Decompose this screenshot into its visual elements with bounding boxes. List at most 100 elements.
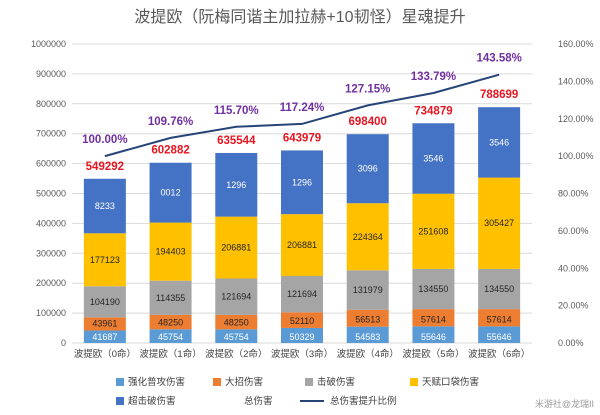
- bar-segment: [346, 203, 389, 271]
- x-tick-label: 波提欧（0命）: [74, 348, 136, 360]
- bar-segment: [83, 330, 126, 343]
- total-label: 602882: [151, 145, 189, 157]
- bar-segment: [346, 134, 389, 204]
- y-axis-left: 0 100000 200000 300000 400000 500000 600000 700…: [31, 39, 66, 348]
- bar-segment: [281, 312, 323, 328]
- segment-label: 45754: [158, 332, 183, 342]
- x-axis: 波提欧（0命） 波提欧（1命） 波提欧（2命） 波提欧（3命） 波提欧（4命） 波提欧（5…: [74, 348, 531, 360]
- segment-label: 43961: [92, 319, 117, 329]
- legend-swatch: [305, 378, 313, 386]
- legend-item: 总伤害提升比例: [300, 395, 397, 407]
- ratio-label: 117.24%: [280, 102, 325, 114]
- bar-segment: [478, 309, 521, 327]
- segment-label: 50329: [289, 332, 314, 342]
- bar-segment: [281, 275, 323, 313]
- y-tick-label: 100000: [36, 308, 66, 318]
- y-axis-right: 0.00% 20.00% 40.00% 60.00% 80.00% 100.00% 120.…: [558, 39, 594, 348]
- total-label: 788699: [480, 89, 518, 101]
- y-tick-label: 900000: [36, 69, 66, 79]
- segment-label: 57614: [487, 314, 512, 324]
- y-tick-label: 400000: [36, 218, 66, 228]
- legend-label: 天赋口袋伤害: [422, 376, 479, 388]
- legend-swatch: [410, 378, 418, 386]
- legend-label: 总伤害提升比例: [330, 395, 397, 407]
- legend-item: 大招伤害: [213, 376, 263, 388]
- segment-label: 3096: [358, 164, 378, 174]
- segment-label: 114355: [156, 293, 185, 303]
- labels: 41687 43961 104190 177123 8233 549292 45754 482…: [82, 53, 522, 342]
- bar-segment: [215, 329, 258, 343]
- y-tick-label: 0: [61, 338, 66, 348]
- ratio-label: 143.58%: [476, 53, 521, 65]
- y2-tick-label: 40.00%: [558, 263, 589, 273]
- bar-segment: [281, 214, 323, 276]
- y2-tick-label: 20.00%: [558, 301, 589, 311]
- total-label: 698400: [349, 116, 387, 128]
- legend-label: 击破伤害: [317, 376, 355, 388]
- ratio-label: 100.00%: [82, 134, 127, 146]
- y2-tick-label: 0.00%: [558, 338, 584, 348]
- y-tick-label: 600000: [36, 159, 66, 169]
- segment-label: 121694: [287, 289, 317, 299]
- bar-segment: [478, 107, 521, 178]
- bar-segment: [412, 193, 455, 269]
- legend-label: 总伤害: [244, 395, 273, 407]
- y2-tick-label: 60.00%: [558, 226, 589, 236]
- segment-label: 56513: [355, 315, 380, 325]
- bars: [83, 107, 521, 343]
- segment-label: 177123: [90, 255, 120, 265]
- segment-label: 55646: [487, 332, 512, 342]
- segment-label: 194403: [156, 247, 186, 257]
- segment-label: 206881: [221, 243, 251, 253]
- segment-label: 0012: [161, 188, 181, 198]
- ratio-polyline: [104, 73, 500, 158]
- segment-label: 48250: [224, 317, 249, 327]
- x-tick-label: 波提欧（6命）: [468, 348, 530, 360]
- segment-label: 1296: [226, 180, 246, 190]
- y2-tick-label: 120.00%: [558, 114, 594, 124]
- bar-segment: [412, 326, 455, 343]
- y-tick-label: 800000: [36, 99, 66, 109]
- bar-segment: [149, 314, 192, 330]
- ratio-label: 115.70%: [214, 105, 259, 117]
- segment-label: 8233: [95, 201, 115, 211]
- bar-segment: [346, 309, 389, 327]
- segment-label: 48250: [158, 317, 183, 327]
- ratio-label: 127.15%: [345, 83, 390, 95]
- x-tick-label: 波提欧（5命）: [402, 348, 464, 360]
- legend-item: 击破伤害: [305, 376, 355, 388]
- segment-label: 134550: [484, 284, 514, 294]
- legend-swatch: [116, 397, 124, 405]
- bar-segment: [83, 233, 126, 287]
- legend-swatch: [116, 378, 124, 386]
- segment-label: 206881: [287, 240, 317, 250]
- ratio-line: [104, 73, 500, 158]
- bar-segment: [478, 326, 521, 343]
- segment-label: 55646: [421, 332, 446, 342]
- segment-label: 104190: [90, 297, 120, 307]
- legend-item: 总伤害: [244, 395, 273, 407]
- bar-segment: [478, 177, 521, 269]
- segment-label: 54583: [355, 332, 380, 342]
- bar-segment: [281, 150, 323, 215]
- x-tick-label: 波提欧（3命）: [271, 348, 333, 360]
- bar-segment: [215, 216, 258, 279]
- bar-segment: [149, 280, 192, 315]
- watermark: 米游社@龙瑞II: [535, 398, 594, 409]
- bar-segment: [478, 268, 521, 310]
- x-tick-label: 波提欧（2命）: [205, 348, 267, 360]
- bar-segment: [83, 286, 126, 318]
- legend-label: 超击破伤害: [128, 395, 176, 407]
- bar-segment: [83, 178, 126, 234]
- bar-segment: [281, 327, 323, 343]
- bar-segment: [149, 329, 192, 343]
- total-label: 734879: [414, 105, 452, 117]
- bar-segment: [346, 326, 389, 343]
- x-tick-label: 波提欧（4命）: [337, 348, 399, 360]
- segment-label: 1296: [292, 177, 312, 187]
- segment-label: 3546: [489, 137, 509, 147]
- bar-segment: [412, 123, 455, 194]
- y2-tick-label: 80.00%: [558, 189, 589, 199]
- bar-segment: [149, 162, 192, 223]
